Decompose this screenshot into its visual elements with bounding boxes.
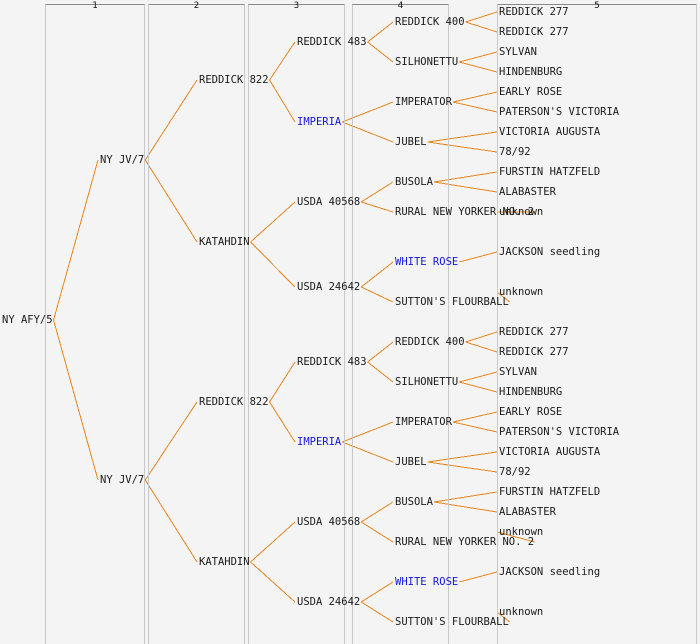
pedigree-node: IMPERATOR (395, 96, 452, 108)
pedigree-node: SUTTON'S FLOURBALL (395, 616, 509, 628)
generation-column-3: 3 (248, 1, 345, 644)
pedigree-node: VICTORIA AUGUSTA (499, 446, 601, 458)
pedigree-node: BUSOLA (395, 176, 433, 188)
pedigree-node: REDDICK 277 (499, 346, 569, 358)
pedigree-edge (459, 371, 498, 383)
pedigree-node: REDDICK 483 (297, 36, 367, 48)
pedigree-node: USDA 40568 (297, 516, 361, 528)
pedigree-node: HINDENBURG (499, 66, 563, 78)
pedigree-node: KATAHDIN (199, 556, 250, 568)
generation-column-label: 3 (293, 1, 300, 11)
pedigree-node: REDDICK 483 (297, 356, 367, 368)
pedigree-node: REDDICK 822 (199, 396, 269, 408)
pedigree-node: KATAHDIN (199, 236, 250, 248)
pedigree-node: REDDICK 277 (499, 26, 569, 38)
pedigree-edge (465, 331, 498, 343)
pedigree-node: EARLY ROSE (499, 406, 563, 418)
pedigree-edge (452, 101, 498, 113)
pedigree-node: PATERSON'S VICTORIA (499, 426, 620, 438)
generation-column-label: 2 (193, 1, 200, 11)
pedigree-node: FURSTIN HATZFELD (499, 166, 601, 178)
pedigree-node: ALABASTER (499, 186, 556, 198)
pedigree-node[interactable]: IMPERIA (297, 436, 342, 448)
pedigree-node: USDA 40568 (297, 196, 361, 208)
pedigree-edge (459, 51, 498, 63)
pedigree-edge (459, 571, 498, 583)
pedigree-node: SUTTON'S FLOURBALL (395, 296, 509, 308)
pedigree-edge (452, 91, 498, 103)
pedigree-node: HINDENBURG (499, 386, 563, 398)
pedigree-node[interactable]: WHITE ROSE (395, 256, 459, 268)
pedigree-node: REDDICK 277 (499, 326, 569, 338)
generation-column-label: 4 (397, 1, 404, 11)
pedigree-node: RURAL NEW YORKER NO. 2 (395, 206, 535, 218)
generation-column-label: 1 (92, 1, 98, 11)
pedigree-node: BUSOLA (395, 496, 433, 508)
pedigree-node: NY JV/7 (100, 474, 145, 486)
pedigree-edge (465, 11, 498, 23)
pedigree-node: JACKSON seedling (499, 246, 601, 258)
pedigree-node: SILHONETTU (395, 376, 459, 388)
pedigree-node: IMPERATOR (395, 416, 452, 428)
generation-column-2: 2 (148, 1, 245, 644)
pedigree-node: JUBEL (395, 456, 427, 468)
pedigree-edge (459, 61, 498, 73)
pedigree-node: USDA 24642 (297, 281, 361, 293)
pedigree-node: SILHONETTU (395, 56, 459, 68)
pedigree-node[interactable]: IMPERIA (297, 116, 342, 128)
pedigree-node: unknown (499, 286, 544, 298)
generation-column-4: 4 (352, 1, 449, 644)
pedigree-node: JACKSON seedling (499, 566, 601, 578)
pedigree-node: ALABASTER (499, 506, 556, 518)
pedigree-node: REDDICK 400 (395, 16, 465, 28)
pedigree-node: SYLVAN (499, 46, 537, 58)
pedigree-node: unknown (499, 526, 544, 538)
pedigree-node: NY AFY/5 (2, 314, 53, 326)
pedigree-node: EARLY ROSE (499, 86, 563, 98)
pedigree-edge (465, 21, 498, 33)
pedigree-node: FURSTIN HATZFELD (499, 486, 601, 498)
pedigree-node: USDA 24642 (297, 596, 361, 608)
pedigree-node: PATERSON'S VICTORIA (499, 106, 620, 118)
pedigree-node: 78/92 (499, 146, 531, 158)
pedigree-node: RURAL NEW YORKER NO. 2 (395, 536, 535, 548)
pedigree-node[interactable]: WHITE ROSE (395, 576, 459, 588)
pedigree-edge (459, 251, 498, 263)
pedigree-edge (452, 421, 498, 433)
generation-column-label: 5 (594, 1, 600, 11)
generation-column-5: 5 (497, 1, 697, 644)
pedigree-node: NY JV/7 (100, 154, 145, 166)
pedigree-node: JUBEL (395, 136, 427, 148)
pedigree-node: REDDICK 822 (199, 74, 269, 86)
pedigree-node: unknown (499, 206, 544, 218)
pedigree-edge (459, 381, 498, 393)
pedigree-edge (452, 411, 498, 423)
generation-column-1: 1 (45, 1, 145, 644)
pedigree-node: REDDICK 277 (499, 6, 569, 18)
pedigree-node: VICTORIA AUGUSTA (499, 126, 601, 138)
pedigree-node: 78/92 (499, 466, 531, 478)
pedigree-node: SYLVAN (499, 366, 537, 378)
pedigree-node: REDDICK 400 (395, 336, 465, 348)
pedigree-node: unknown (499, 606, 544, 618)
pedigree-edge (465, 341, 498, 353)
